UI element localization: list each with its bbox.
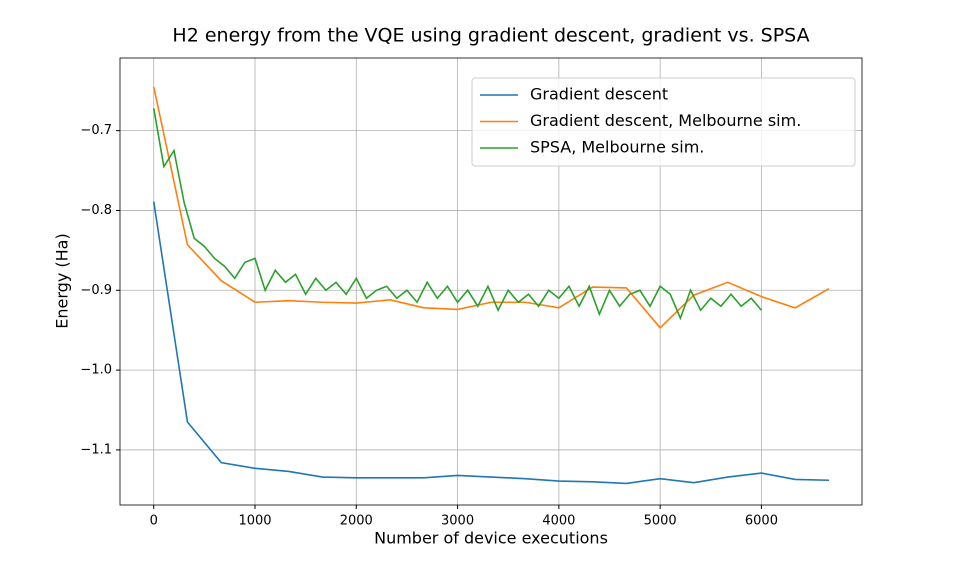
y-tick-label: −0.7 — [80, 123, 112, 138]
x-axis-label: Number of device executions — [374, 529, 608, 548]
y-axis-label: Energy (Ha) — [53, 233, 72, 328]
legend-box — [471, 77, 856, 167]
legend-label: SPSA, Melbourne sim. — [530, 138, 704, 157]
x-tick-label: 2000 — [340, 514, 373, 529]
chart-title: H2 energy from the VQE using gradient de… — [172, 25, 809, 47]
plot-frame — [119, 57, 863, 506]
x-tick-label: 4000 — [542, 514, 575, 529]
y-tick-label: −0.9 — [80, 283, 112, 298]
y-tick-label: −1.1 — [80, 442, 112, 457]
x-tick-label: 1000 — [238, 514, 271, 529]
x-tick-label: 5000 — [644, 514, 677, 529]
x-tick-label: 6000 — [745, 514, 778, 529]
y-tick-label: −0.8 — [80, 203, 112, 218]
x-tick-label: 0 — [150, 514, 158, 529]
series-line — [152, 201, 829, 485]
series-line — [152, 86, 830, 329]
legend-label: Gradient descent — [530, 85, 668, 104]
x-tick-label: 3000 — [441, 514, 474, 529]
series-line — [152, 108, 763, 321]
legend-label: Gradient descent, Melbourne sim. — [530, 111, 801, 130]
y-tick-label: −1.0 — [80, 363, 112, 378]
